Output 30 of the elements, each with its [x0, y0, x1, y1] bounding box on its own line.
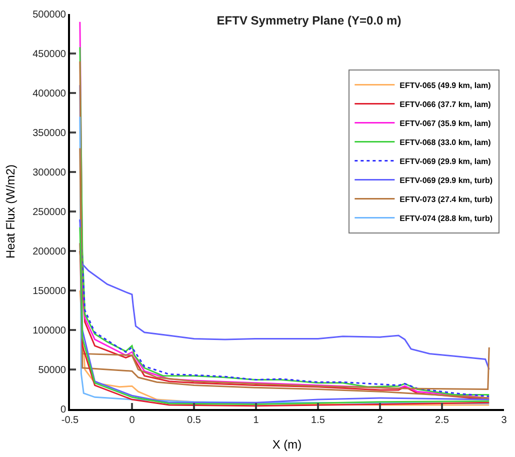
legend-label: EFTV-067 (35.9 km, lam) — [400, 118, 492, 128]
y-tick-label: 250000 — [32, 207, 66, 218]
y-tick-label: 450000 — [32, 49, 66, 60]
x-tick-label: 0.5 — [187, 415, 202, 426]
legend-label: EFTV-066 (37.7 km, lam) — [400, 100, 492, 109]
y-tick-label: 0 — [60, 404, 66, 416]
x-axis-title: X (m) — [272, 437, 302, 452]
x-tick-label: 2 — [377, 415, 384, 426]
x-tick-label: 2.5 — [435, 415, 450, 426]
y-axis-title: Heat Flux (W/m2) — [3, 164, 18, 259]
x-tick-label: 1.5 — [311, 415, 326, 426]
y-tick-label: 500000 — [32, 10, 66, 20]
y-tick-label: 350000 — [32, 128, 66, 139]
chart-title: EFTV Symmetry Plane (Y=0.0 m) — [216, 13, 402, 28]
y-tick-label: 200000 — [32, 246, 66, 258]
y-tick-label: 100000 — [32, 326, 66, 336]
legend-label: EFTV-065 (49.9 km, lam) — [400, 80, 492, 90]
x-tick-label: 0 — [129, 415, 136, 426]
x-tick-label: -0.5 — [61, 415, 80, 426]
legend-label: EFTV-068 (33.0 km, lam) — [400, 138, 492, 147]
y-tick-label: 50000 — [38, 365, 66, 376]
y-tick-label: 400000 — [32, 88, 66, 100]
x-tick-label: 1 — [253, 415, 260, 426]
legend-label: EFTV-074 (28.8 km, turb) — [400, 214, 493, 223]
legend-label: EFTV-073 (27.4 km, turb) — [400, 194, 493, 204]
legend-label: EFTV-069 (29.9 km, turb) — [400, 176, 493, 185]
x-tick-label: 3 — [501, 415, 508, 426]
y-tick-label: 300000 — [32, 168, 66, 178]
legend-label: EFTV-069 (29.9 km, lam) — [400, 156, 492, 166]
y-tick-label: 150000 — [32, 286, 66, 297]
